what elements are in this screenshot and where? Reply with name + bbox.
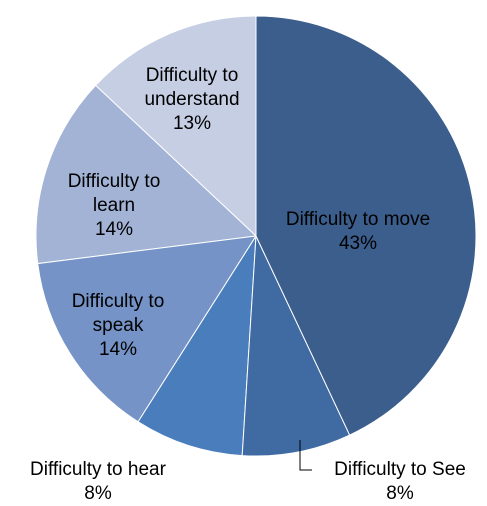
pie-slice: [94, 15, 257, 238]
pie-slice: [35, 84, 258, 265]
pie-slice: [37, 235, 257, 423]
category-label: Difficulty to learn: [67, 171, 161, 216]
category-label: Difficulty to understand: [144, 65, 240, 110]
pie-slice: [255, 15, 477, 436]
slice-label: Difficulty to See 8%: [300, 458, 487, 506]
slice-label: Difficulty to move 43%: [253, 208, 463, 256]
value-label: 8%: [386, 483, 414, 504]
slice-label: Difficulty to understand 13%: [122, 64, 262, 136]
value-label: 43%: [338, 233, 378, 254]
pie-slice: [241, 235, 351, 457]
category-label: Difficulty to speak: [71, 291, 165, 336]
pie-slice: [137, 235, 257, 457]
value-label: 14%: [94, 219, 134, 240]
value-label: 13%: [172, 113, 212, 134]
value-label: 14%: [98, 339, 138, 360]
value-label: 8%: [84, 483, 112, 504]
slice-label: Difficulty to speak 14%: [48, 290, 188, 362]
slice-label: Difficulty to learn 14%: [44, 170, 184, 242]
leader-line: [299, 440, 312, 471]
category-label: Difficulty to move: [285, 209, 431, 230]
category-label: Difficulty to hear: [30, 459, 166, 480]
category-label: Difficulty to See: [334, 459, 466, 480]
slice-label: Difficulty to hear 8%: [0, 458, 198, 506]
